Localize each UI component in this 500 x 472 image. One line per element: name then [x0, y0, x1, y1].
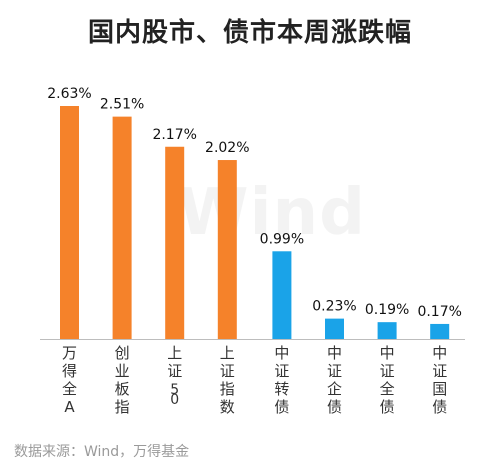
bar-1 [60, 106, 79, 339]
value-label-5: 0.99% [260, 231, 304, 247]
category-labels-group: 万得全 A 创业板指 上证 5 0 上证指数 中证转债 中证企债 中证全债 中证国债 [62, 344, 447, 416]
bar-5 [272, 251, 292, 339]
category-label-8: 中证国债 [432, 344, 447, 416]
bar-8 [430, 323, 450, 339]
value-label-1: 2.63% [47, 86, 91, 102]
category-label-4: 上证指数 [220, 344, 235, 416]
category-label-5: 中证转债 [274, 344, 289, 416]
value-label-6: 0.23% [312, 299, 356, 315]
bars-group [60, 106, 450, 339]
category-label-3: 上证 5 0 [167, 344, 182, 408]
bar-7 [377, 322, 397, 339]
bar-4 [217, 160, 237, 339]
watermark-logo: Wind [178, 176, 366, 250]
category-label-6: 中证企债 [327, 344, 342, 416]
chart-title: 国内股市、债市本周涨跌幅 [87, 18, 412, 48]
bar-2 [112, 116, 132, 339]
bar-3 [165, 146, 185, 339]
value-label-8: 0.17% [417, 304, 461, 320]
category-label-7: 中证全债 [380, 344, 395, 416]
value-label-7: 0.19% [365, 302, 409, 318]
value-label-2: 2.51% [100, 97, 144, 113]
value-labels-group: 2.63% 2.51% 2.17% 2.02% 0.99% 0.23% 0.19% 0.17% [47, 86, 462, 320]
category-label-2: 创业板指 [115, 344, 130, 416]
category-label-1: 万得全 A [62, 344, 77, 416]
bar-6 [325, 318, 344, 339]
source-note: 数据来源：Wind，万得基金 [14, 444, 190, 460]
value-label-3: 2.17% [152, 127, 196, 143]
value-label-4: 2.02% [205, 140, 249, 156]
